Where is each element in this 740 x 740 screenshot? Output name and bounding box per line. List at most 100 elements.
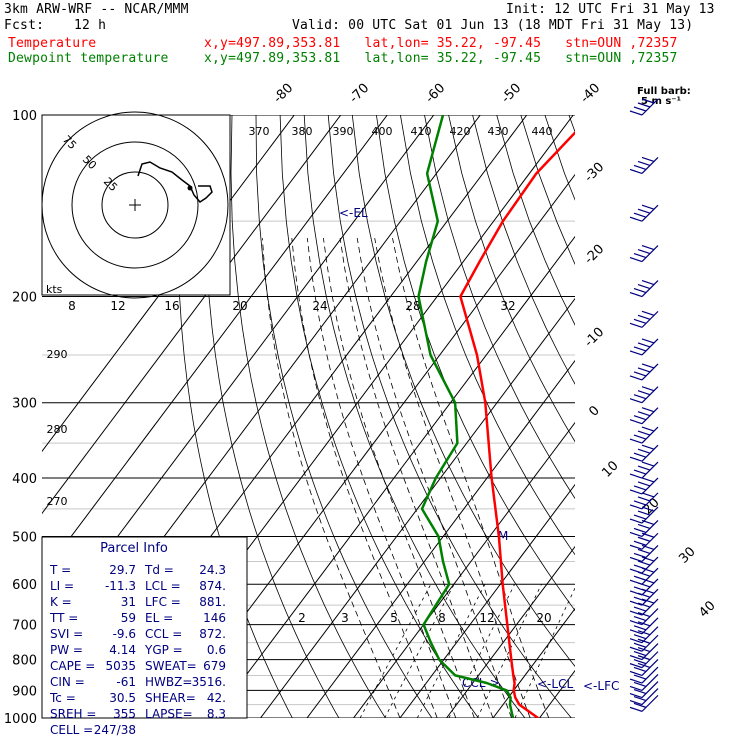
parcel-label: LCL = <box>145 579 181 593</box>
hodograph-storm-motion <box>187 185 193 191</box>
dry-adiabat-line <box>520 115 575 266</box>
level-annotation: <-LFC <box>583 679 619 693</box>
mixing-ratio-top-label: 28 <box>405 299 420 313</box>
wind-barb <box>629 688 659 706</box>
parcel-row: CIN = -61 HWBZ= 3516. <box>50 675 226 689</box>
wind-barb <box>629 386 659 404</box>
sounding-traces <box>417 115 575 718</box>
fcst-value: 12 h <box>74 18 107 33</box>
parcel-row: TT = 59 EL = 146 <box>49 611 226 625</box>
wind-barb <box>629 634 659 652</box>
mixing-ratio-line <box>384 584 455 718</box>
mixing-ratio-line <box>448 584 515 718</box>
dry-adiabat-line <box>400 115 575 556</box>
wind-barbs <box>629 98 659 712</box>
wind-barb <box>629 477 659 495</box>
parcel-value: 0.6 <box>207 643 226 657</box>
theta-e-label: 390 <box>333 125 354 138</box>
theta-e-label: 370 <box>249 125 270 138</box>
mixing-ratio-top-label: 24 <box>312 299 327 313</box>
dewpoint-location: x,y=497.89,353.81 lat,lon= 35.22, -97.45… <box>204 51 678 66</box>
isotherm-line <box>42 115 388 577</box>
isotherm-label: 10 <box>599 458 621 480</box>
parcel-value: 30.5 <box>109 691 136 705</box>
init-time: Init: 12 UTC Fri 31 May 13 <box>506 2 715 17</box>
wind-barb <box>629 673 659 691</box>
parcel-row: LI = -11.3 LCL = 874. <box>50 579 226 593</box>
moist-adiabat-line <box>291 238 438 718</box>
isotherm-label: -40 <box>578 81 604 107</box>
parcel-value: 29.7 <box>109 563 136 577</box>
pressure-tick-label: 200 <box>12 291 37 306</box>
isotherm-label: -70 <box>347 81 373 107</box>
pressure-tick-label: 700 <box>12 619 37 634</box>
dry-adiabat-line <box>279 115 479 718</box>
parcel-label: T = <box>49 563 71 577</box>
theta-label: 290 <box>47 348 68 361</box>
parcel-label: SVI = <box>50 627 83 641</box>
dry-adiabat-line <box>641 115 740 718</box>
wind-barb <box>629 643 659 661</box>
theta-e-label: 440 <box>532 125 553 138</box>
parcel-value: 59 <box>121 611 136 625</box>
parcel-value: -61 <box>116 675 136 689</box>
parcel-value: 872. <box>199 627 226 641</box>
wind-barb <box>629 338 659 356</box>
fcst-label: Fcst: <box>4 18 45 33</box>
dry-adiabat-line <box>255 115 433 718</box>
hodograph-ring <box>71 141 199 269</box>
theta-e-label: 420 <box>450 125 471 138</box>
parcel-label: Td = <box>144 563 174 577</box>
wind-barb <box>629 681 659 699</box>
parcel-label: Tc = <box>49 691 76 705</box>
mixing-ratio-label: 2 <box>298 611 306 625</box>
wind-barb <box>629 651 659 669</box>
theta-e-label: 430 <box>488 125 509 138</box>
parcel-label: SHEAR= <box>145 691 196 705</box>
isotherm-label: -50 <box>499 81 525 107</box>
isotherm-label: -10 <box>582 325 608 351</box>
pressure-tick-label: 800 <box>12 654 37 669</box>
wind-barb <box>629 617 659 635</box>
parcel-label: TT = <box>49 611 78 625</box>
dry-adiabat-line <box>593 115 740 718</box>
isotherm-line <box>353 421 575 718</box>
wind-barb <box>629 98 659 116</box>
temperature-legend: Temperature <box>8 36 97 51</box>
parcel-label: SWEAT= <box>145 659 197 673</box>
wind-barb <box>629 694 659 712</box>
dry-adiabat-line <box>665 115 740 718</box>
moist-adiabat-line <box>262 238 401 718</box>
valid-time: Valid: 00 UTC Sat 01 Jun 13 (18 MDT Fri … <box>292 18 694 33</box>
theta-label: 270 <box>47 495 68 508</box>
isotherm-label: -20 <box>582 242 608 268</box>
wind-barb <box>629 244 659 263</box>
moist-adiabat-line <box>339 238 494 718</box>
mixing-ratio-label: 8 <box>438 611 446 625</box>
dry-adiabat-line <box>424 115 575 500</box>
wind-barb <box>629 363 659 381</box>
isotherm-label: 40 <box>696 598 718 620</box>
wind-barb <box>629 608 659 626</box>
parcel-label: LAPSE= <box>145 707 193 721</box>
parcel-label: LFC = <box>145 595 181 609</box>
mixing-ratio-top-label: 20 <box>232 299 247 313</box>
dry-adiabat-line <box>689 115 740 718</box>
parcel-value: 5035 <box>105 659 136 673</box>
parcel-title: Parcel Info <box>100 541 168 556</box>
parcel-value: 146 <box>203 611 226 625</box>
pressure-tick-label: 900 <box>12 684 37 699</box>
mixing-ratio-label: 20 <box>536 611 551 625</box>
level-annotation: M <box>498 529 508 543</box>
wind-barb <box>629 659 659 677</box>
dewpoint-legend: Dewpoint temperature <box>8 51 169 66</box>
parcel-value: 355 <box>113 707 136 721</box>
parcel-label: CELL = <box>50 723 93 737</box>
pressure-tick-label: 1000 <box>4 712 37 727</box>
parcel-label: K = <box>50 595 72 609</box>
mixing-ratio-lines <box>359 584 575 718</box>
moist-adiabat-line <box>306 238 457 718</box>
dry-adiabat-line <box>713 115 740 718</box>
wind-barb <box>629 204 659 222</box>
mixing-ratio-label: 3 <box>341 611 349 625</box>
